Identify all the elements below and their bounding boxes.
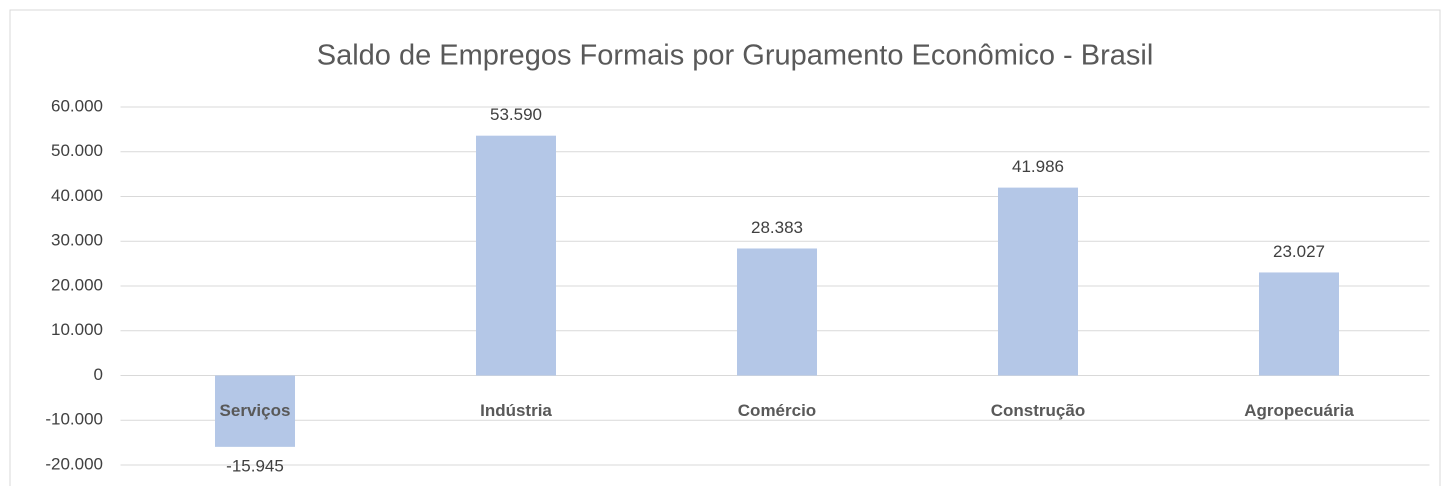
y-tick-label: 50.000 [51,141,103,160]
y-tick-label: 10.000 [51,320,103,339]
bar [1259,272,1339,376]
x-tick-label: Indústria [480,401,552,420]
y-tick-label: 30.000 [51,231,103,250]
y-tick-label: 0 [94,365,103,384]
y-tick-label: -20.000 [45,454,103,473]
bar [737,248,817,376]
chart-title: Saldo de Empregos Formais por Grupamento… [317,40,1154,72]
chart-border [9,9,1441,486]
value-label: 41.986 [1012,157,1064,176]
bar [215,375,295,447]
y-tick-label: 40.000 [51,186,103,205]
bar [476,135,556,376]
value-label: 28.383 [751,218,803,237]
value-label: 53.590 [490,105,542,124]
x-tick-label: Agropecuária [1244,401,1354,420]
y-tick-label: 20.000 [51,275,103,294]
value-label: 23.027 [1273,242,1325,261]
x-tick-label: Construção [991,401,1085,420]
bar [998,187,1078,376]
x-tick-label: Serviços [220,401,291,420]
y-tick-label: 60.000 [51,96,103,115]
value-label: -15.945 [226,456,284,475]
y-tick-label: -10.000 [45,410,103,429]
x-tick-label: Comércio [738,401,816,420]
